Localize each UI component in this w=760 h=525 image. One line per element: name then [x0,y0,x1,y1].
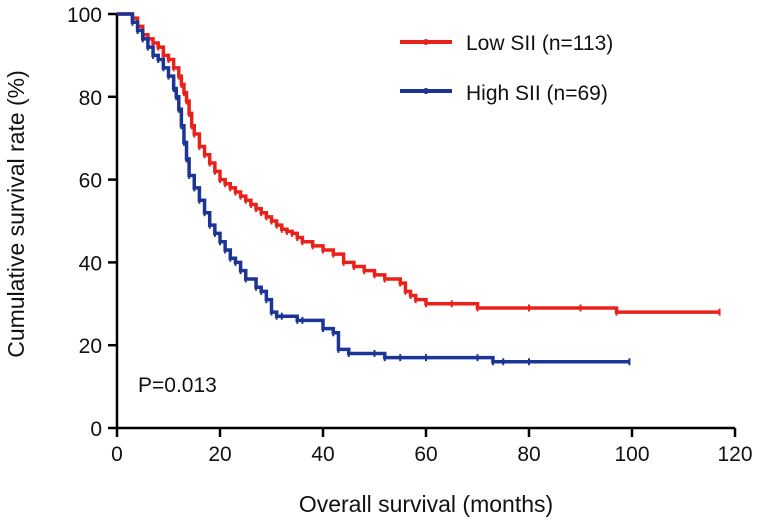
y-tick-label: 60 [79,170,102,193]
legend-item-low-sii: Low SII (n=113) [400,32,613,55]
series-line-0 [117,12,720,314]
legend-label-low-sii: Low SII (n=113) [466,32,613,55]
x-tick-label: 120 [717,443,752,466]
y-tick-label: 100 [67,4,102,27]
x-tick-label: 60 [414,443,437,466]
legend-label-high-sii: High SII (n=69) [466,82,608,105]
x-axis-title: Overall survival (months) [299,491,553,517]
y-tick-label: 80 [79,87,102,110]
p-value-annotation: P=0.013 [138,374,217,397]
series-1 [117,12,631,366]
axes: 0 20 40 60 80 100 120 0 20 40 60 80 100 [67,4,753,466]
x-tick-label: 40 [311,443,334,466]
y-ticks: 0 20 40 60 80 100 [67,4,117,441]
x-ticks: 0 20 40 60 80 100 120 [111,428,753,466]
legend: Low SII (n=113) High SII (n=69) [400,32,613,105]
series-0 [117,12,721,316]
y-tick-label: 20 [79,335,102,358]
x-tick-label: 20 [208,443,231,466]
series-layer [117,12,721,366]
legend-marker-high-sii [423,88,429,94]
x-tick-label: 80 [517,443,540,466]
y-tick-label: 40 [79,252,102,275]
x-tick-label: 0 [111,443,123,466]
y-axis-title: Cumulative survival rate (%) [3,70,29,358]
y-tick-label: 0 [90,418,102,441]
legend-marker-low-sii [423,39,429,45]
x-tick-label: 100 [614,443,649,466]
legend-item-high-sii: High SII (n=69) [400,82,608,105]
